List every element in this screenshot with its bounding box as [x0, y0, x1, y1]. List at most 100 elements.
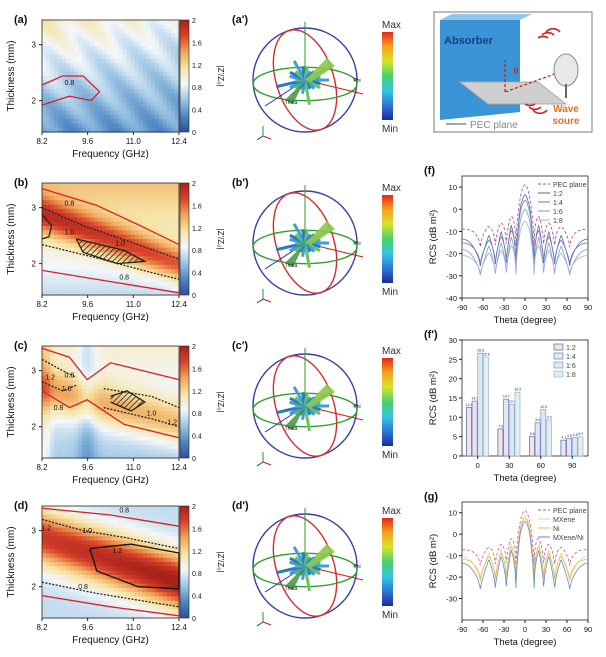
heat-cell — [118, 549, 124, 554]
heat-cell — [98, 354, 104, 360]
heat-cell — [82, 613, 87, 619]
heat-cell — [158, 269, 164, 275]
heat-cell — [50, 251, 55, 257]
heat-cell — [130, 123, 136, 129]
heat-cell — [46, 54, 51, 60]
heat-cell — [126, 32, 132, 38]
heat-cell — [90, 24, 95, 30]
heat-cell — [78, 419, 83, 425]
heat-cell — [110, 217, 116, 223]
heat-cell — [102, 354, 108, 360]
bar — [571, 437, 578, 457]
heat-cell — [90, 557, 95, 563]
heat-cell — [122, 239, 128, 244]
heat-cell — [94, 453, 100, 459]
heat-cell — [66, 208, 71, 214]
heat-cell — [126, 544, 132, 550]
heat-cell — [106, 273, 112, 279]
heat-cell — [58, 282, 63, 287]
heat-cell — [102, 419, 108, 425]
heat-cell — [158, 200, 164, 206]
heat-cell — [78, 67, 83, 73]
heat-cell — [162, 609, 168, 615]
absorber-top — [440, 14, 532, 20]
heat-cell — [62, 80, 67, 86]
heat-cell — [126, 531, 132, 537]
heat-cell — [58, 88, 63, 94]
heat-cell — [134, 204, 140, 210]
heat-cell — [66, 226, 71, 231]
heat-cell — [90, 406, 95, 412]
contour-line — [41, 207, 180, 260]
heat-cell — [82, 393, 87, 399]
heat-cell — [78, 127, 83, 133]
heat-cell — [66, 67, 71, 73]
heat-cell — [66, 570, 71, 576]
heat-cell — [146, 562, 152, 567]
heat-cell — [58, 243, 63, 249]
heat-cell — [146, 536, 152, 542]
bar-data-label: 16.5 — [514, 388, 521, 392]
heat-cell — [134, 195, 140, 201]
heat-cell — [94, 605, 100, 610]
heat-cell — [162, 221, 168, 227]
heat-cell — [98, 527, 104, 533]
y-tick-label: -20 — [446, 250, 457, 259]
heat-cell — [122, 200, 128, 206]
heat-cell — [110, 527, 116, 533]
heat-cell — [78, 358, 83, 364]
heat-cell — [166, 101, 172, 107]
panel-label: (b) — [14, 177, 28, 189]
heat-cell — [102, 110, 108, 116]
heat-cell — [50, 350, 55, 356]
heat-cell — [66, 510, 71, 516]
heat-cell — [138, 544, 144, 550]
contour-line — [41, 390, 180, 439]
heat-cell — [94, 346, 100, 351]
heat-cell — [86, 436, 91, 442]
heat-cell — [122, 531, 128, 537]
heat-cell — [170, 506, 176, 511]
heat-cell — [166, 423, 172, 429]
heat-cell — [94, 557, 100, 563]
heat-cell — [158, 609, 164, 615]
heat-cell — [78, 84, 83, 90]
heat-cell — [142, 80, 148, 86]
heat-cell — [170, 63, 176, 68]
heat-cell — [70, 397, 75, 403]
heat-cell — [82, 570, 87, 576]
heat-cell — [106, 367, 112, 373]
heat-cell — [78, 97, 83, 103]
heat-cell — [150, 358, 156, 364]
heat-cell — [114, 544, 120, 550]
heat-cell — [150, 24, 156, 30]
x-tick-label: 30 — [505, 461, 513, 470]
heat-cell — [54, 436, 59, 442]
heat-cell — [114, 58, 120, 64]
heat-cell — [150, 264, 156, 270]
heat-cell — [130, 427, 136, 433]
heat-cell — [74, 63, 79, 68]
heat-cell — [74, 440, 79, 446]
heat-cell — [106, 187, 112, 193]
heat-cell — [166, 97, 172, 103]
heat-cell — [46, 84, 51, 90]
heat-cell — [158, 290, 164, 296]
heat-cell — [162, 540, 168, 546]
heat-cell — [98, 410, 104, 416]
heat-cell — [150, 436, 156, 442]
heat-cell — [58, 523, 63, 529]
legend-label: MXene — [553, 517, 575, 524]
heat-cell — [114, 71, 120, 77]
heat-cell — [154, 402, 160, 407]
heat-cell — [166, 553, 172, 559]
heat-cell — [66, 562, 71, 567]
heat-cell — [70, 71, 75, 77]
heat-cell — [154, 213, 160, 219]
heat-cell — [50, 195, 55, 201]
heat-cell — [66, 24, 71, 30]
heat-cell — [78, 445, 83, 450]
heat-cell — [50, 191, 55, 197]
heat-cell — [70, 110, 75, 116]
